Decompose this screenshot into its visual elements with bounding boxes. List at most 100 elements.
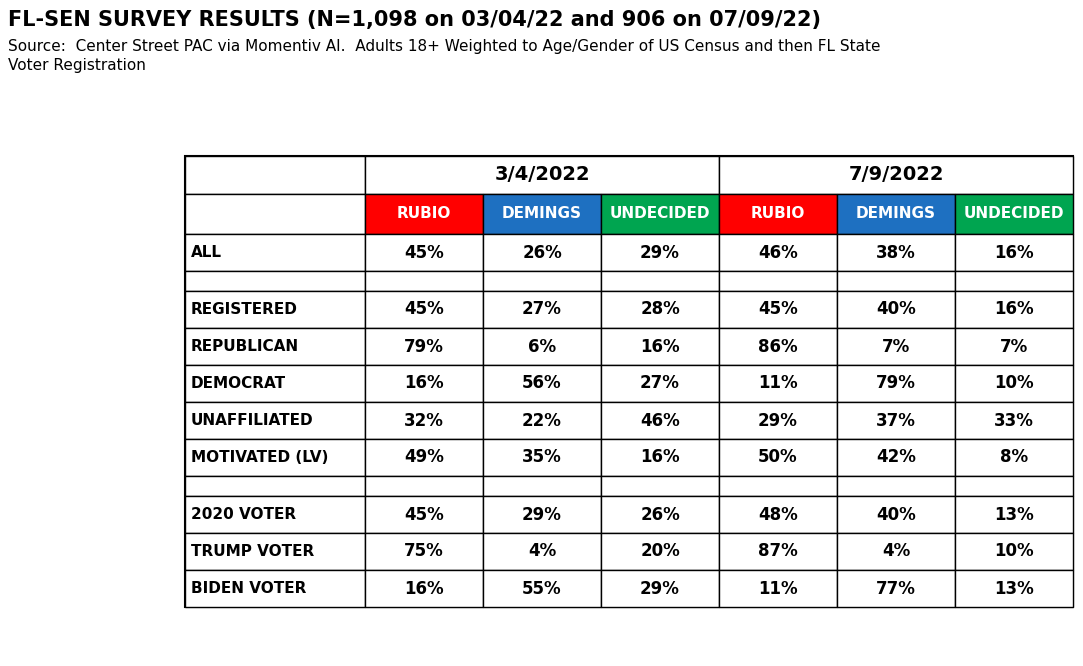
Bar bbox=[837, 570, 955, 607]
Bar bbox=[185, 570, 365, 607]
Text: 16%: 16% bbox=[640, 338, 680, 356]
Text: 77%: 77% bbox=[876, 579, 916, 597]
Text: 4%: 4% bbox=[527, 543, 557, 561]
Text: RUBIO: RUBIO bbox=[396, 206, 452, 222]
Bar bbox=[719, 271, 837, 291]
Bar bbox=[601, 439, 719, 476]
Text: 16%: 16% bbox=[404, 374, 444, 392]
Text: 46%: 46% bbox=[758, 244, 798, 262]
Bar bbox=[185, 496, 365, 533]
Text: DEMINGS: DEMINGS bbox=[503, 206, 582, 222]
Bar bbox=[837, 328, 955, 365]
Bar bbox=[955, 496, 1073, 533]
Bar bbox=[601, 496, 719, 533]
Bar bbox=[483, 439, 601, 476]
Text: FL-SEN SURVEY RESULTS (N=1,098 on 03/04/22 and 906 on 07/09/22): FL-SEN SURVEY RESULTS (N=1,098 on 03/04/… bbox=[8, 10, 821, 30]
Text: 32%: 32% bbox=[404, 412, 444, 430]
Bar bbox=[365, 194, 483, 234]
Bar bbox=[955, 476, 1073, 496]
Bar bbox=[719, 476, 837, 496]
Bar bbox=[483, 365, 601, 402]
Text: DEMINGS: DEMINGS bbox=[856, 206, 936, 222]
Text: 56%: 56% bbox=[522, 374, 562, 392]
Bar bbox=[365, 234, 483, 271]
Text: BIDEN VOTER: BIDEN VOTER bbox=[191, 581, 306, 596]
Text: 7/9/2022: 7/9/2022 bbox=[848, 165, 943, 184]
Text: 29%: 29% bbox=[640, 579, 680, 597]
Text: 11%: 11% bbox=[758, 579, 798, 597]
Text: 4%: 4% bbox=[882, 543, 910, 561]
Text: 13%: 13% bbox=[994, 505, 1034, 523]
Text: 87%: 87% bbox=[758, 543, 798, 561]
Bar bbox=[955, 402, 1073, 439]
Bar bbox=[365, 476, 483, 496]
Text: 16%: 16% bbox=[640, 448, 680, 466]
Text: 16%: 16% bbox=[994, 244, 1034, 262]
Bar bbox=[185, 365, 365, 402]
Bar bbox=[185, 194, 365, 234]
Bar bbox=[601, 533, 719, 570]
Text: 16%: 16% bbox=[404, 579, 444, 597]
Text: Voter Registration: Voter Registration bbox=[8, 58, 146, 73]
Text: REGISTERED: REGISTERED bbox=[191, 302, 298, 317]
Text: REPUBLICAN: REPUBLICAN bbox=[191, 339, 299, 354]
Text: 16%: 16% bbox=[994, 300, 1034, 318]
Bar bbox=[837, 476, 955, 496]
Bar bbox=[719, 570, 837, 607]
Bar bbox=[483, 533, 601, 570]
Text: 45%: 45% bbox=[758, 300, 798, 318]
Text: 79%: 79% bbox=[876, 374, 916, 392]
Bar bbox=[719, 291, 837, 328]
Bar bbox=[719, 365, 837, 402]
Bar bbox=[185, 291, 365, 328]
Text: 7%: 7% bbox=[1000, 338, 1028, 356]
Bar bbox=[837, 365, 955, 402]
Text: Source:  Center Street PAC via Momentiv AI.  Adults 18+ Weighted to Age/Gender o: Source: Center Street PAC via Momentiv A… bbox=[8, 39, 880, 54]
Bar bbox=[601, 234, 719, 271]
Bar bbox=[719, 328, 837, 365]
Text: 46%: 46% bbox=[640, 412, 680, 430]
Text: 45%: 45% bbox=[404, 244, 444, 262]
Bar bbox=[185, 439, 365, 476]
Text: 35%: 35% bbox=[522, 448, 562, 466]
Bar bbox=[955, 234, 1073, 271]
Bar bbox=[837, 439, 955, 476]
Bar bbox=[955, 328, 1073, 365]
Bar bbox=[365, 570, 483, 607]
Text: 86%: 86% bbox=[758, 338, 798, 356]
Bar bbox=[955, 365, 1073, 402]
Text: UNAFFILIATED: UNAFFILIATED bbox=[191, 413, 314, 428]
Text: UNDECIDED: UNDECIDED bbox=[610, 206, 710, 222]
Text: 26%: 26% bbox=[640, 505, 680, 523]
Text: 45%: 45% bbox=[404, 300, 444, 318]
Bar bbox=[483, 402, 601, 439]
Text: 11%: 11% bbox=[758, 374, 798, 392]
Text: 55%: 55% bbox=[522, 579, 562, 597]
Bar bbox=[483, 271, 601, 291]
Bar bbox=[483, 476, 601, 496]
Bar bbox=[185, 328, 365, 365]
Text: 28%: 28% bbox=[640, 300, 680, 318]
Text: DEMOCRAT: DEMOCRAT bbox=[191, 376, 286, 391]
Text: 29%: 29% bbox=[522, 505, 562, 523]
Bar bbox=[837, 271, 955, 291]
Text: 27%: 27% bbox=[522, 300, 562, 318]
Bar bbox=[601, 402, 719, 439]
Bar bbox=[483, 194, 601, 234]
Text: UNDECIDED: UNDECIDED bbox=[964, 206, 1065, 222]
Bar bbox=[365, 496, 483, 533]
Text: 48%: 48% bbox=[758, 505, 798, 523]
Bar bbox=[483, 328, 601, 365]
Text: 79%: 79% bbox=[404, 338, 444, 356]
Bar bbox=[955, 194, 1073, 234]
Bar bbox=[601, 291, 719, 328]
Bar bbox=[185, 156, 365, 194]
Text: 2020 VOTER: 2020 VOTER bbox=[191, 507, 296, 522]
Bar bbox=[365, 402, 483, 439]
Bar bbox=[837, 234, 955, 271]
Bar bbox=[601, 328, 719, 365]
Text: 26%: 26% bbox=[522, 244, 562, 262]
Text: 20%: 20% bbox=[640, 543, 680, 561]
Text: 10%: 10% bbox=[994, 543, 1034, 561]
Bar bbox=[365, 439, 483, 476]
